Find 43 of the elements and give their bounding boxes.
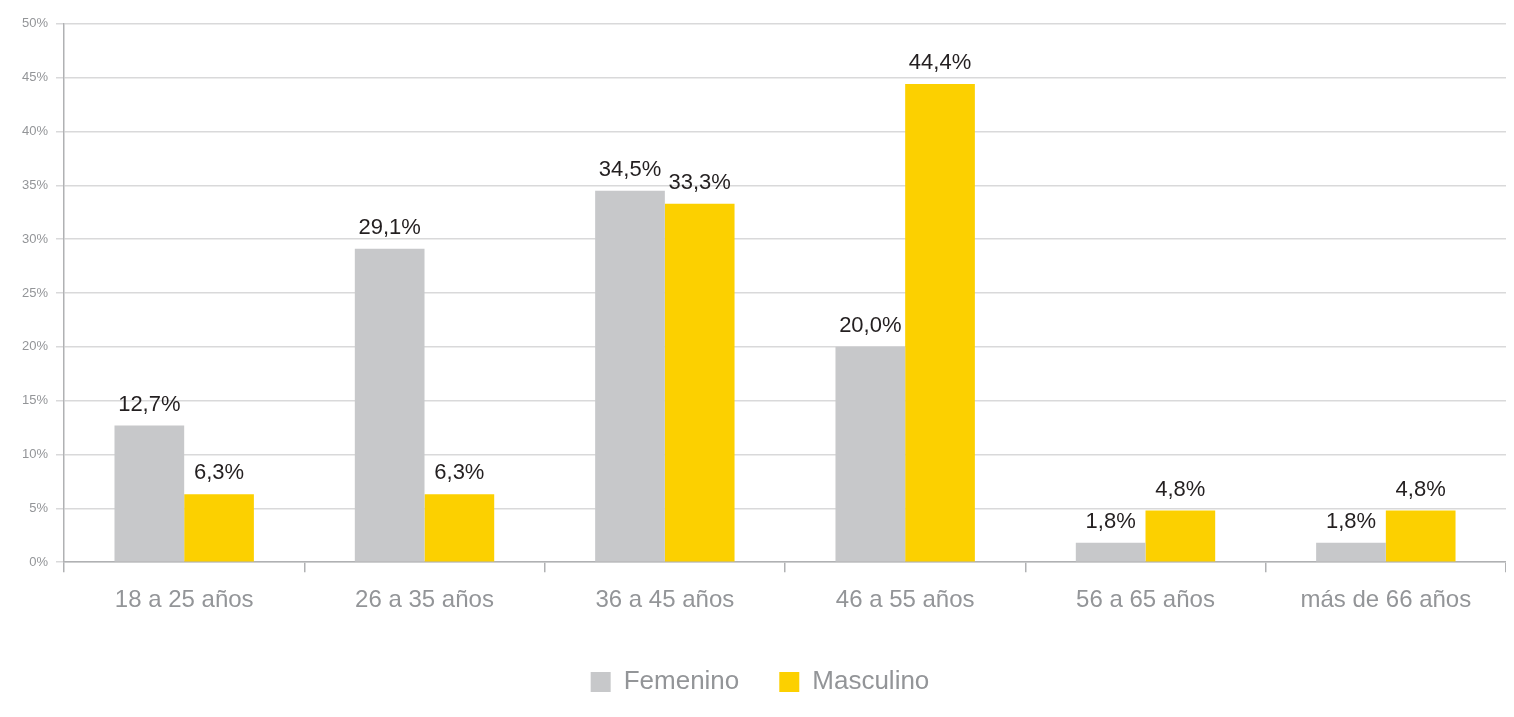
data-label: 29,1% <box>358 213 421 239</box>
x-tick-label: 56 a 65 años <box>1076 585 1215 613</box>
bar <box>114 425 185 562</box>
x-tick-label: 18 a 25 años <box>114 585 254 613</box>
y-tick-label: 10% <box>21 446 49 462</box>
data-label: 33,3% <box>668 168 731 194</box>
y-tick-label: 35% <box>21 176 49 192</box>
bar <box>905 84 975 562</box>
bar <box>1075 542 1146 562</box>
y-tick-label: 25% <box>21 284 49 300</box>
legend-label: Masculino <box>812 665 930 696</box>
data-label: 20,0% <box>839 311 902 337</box>
bar <box>1316 542 1386 562</box>
legend-label: Femenino <box>623 665 740 696</box>
y-tick-label: 45% <box>21 69 49 85</box>
x-tick-label: 46 a 55 años <box>835 585 975 613</box>
bar <box>835 346 906 562</box>
data-label: 1,8% <box>1085 507 1136 533</box>
bar <box>1145 510 1216 562</box>
y-tick-label: 20% <box>21 338 49 354</box>
x-tick-label: más de 66 años <box>1300 585 1472 613</box>
x-tick-label: 26 a 35 años <box>355 585 494 613</box>
bar <box>354 248 425 562</box>
data-label: 4,8% <box>1395 475 1446 501</box>
y-tick-label: 50% <box>21 15 49 31</box>
data-label: 34,5% <box>598 155 662 181</box>
x-tick-label: 36 a 45 años <box>595 585 735 613</box>
data-label: 6,3% <box>434 459 485 485</box>
bar <box>595 190 665 562</box>
data-label: 4,8% <box>1155 475 1206 501</box>
y-tick-label: 5% <box>29 499 49 515</box>
bar <box>664 203 735 562</box>
data-label: 12,7% <box>118 390 181 416</box>
y-tick-label: 40% <box>21 123 49 139</box>
y-tick-label: 30% <box>21 230 49 246</box>
bar <box>424 494 495 562</box>
y-tick-label: 0% <box>29 553 49 569</box>
bar <box>184 494 254 562</box>
data-label: 1,8% <box>1325 507 1377 533</box>
data-label: 6,3% <box>193 459 245 485</box>
bar <box>1385 510 1456 562</box>
data-label: 44,4% <box>908 49 972 75</box>
y-tick-label: 15% <box>21 392 49 408</box>
